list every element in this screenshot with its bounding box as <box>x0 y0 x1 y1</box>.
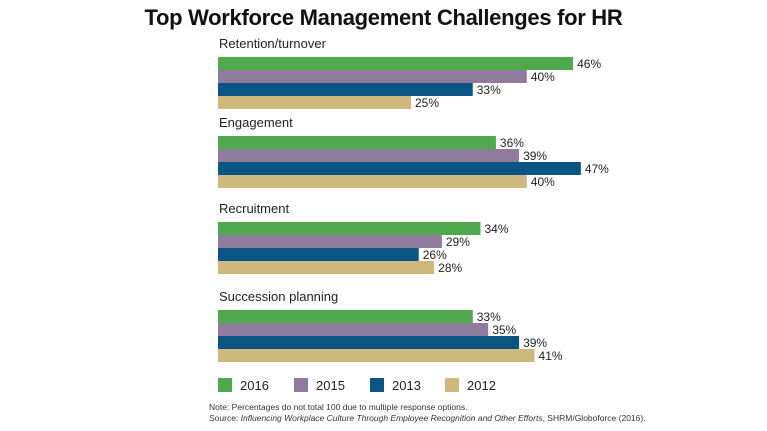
bar <box>218 323 489 336</box>
data-label: 33% <box>477 310 501 324</box>
data-label: 41% <box>539 349 563 363</box>
bar <box>218 248 419 261</box>
note-line: Note: Percentages do not total 100 due t… <box>209 402 468 412</box>
data-label: 26% <box>423 248 447 262</box>
legend-swatch <box>294 378 308 392</box>
bar <box>218 57 574 70</box>
data-label: 40% <box>531 70 555 84</box>
data-label: 39% <box>523 336 547 350</box>
category-label: Retention/turnover <box>219 36 327 51</box>
data-label: 46% <box>577 57 601 71</box>
legend-swatch <box>218 378 232 392</box>
legend-label: 2015 <box>316 378 345 393</box>
source-line: Source: Influencing Workplace Culture Th… <box>209 413 646 424</box>
bar <box>218 222 481 235</box>
bar <box>218 149 520 162</box>
legend-swatch <box>370 378 384 392</box>
bar <box>218 136 496 149</box>
data-label: 29% <box>446 235 470 249</box>
bar <box>218 96 411 109</box>
bar <box>218 235 442 248</box>
data-label: 28% <box>438 261 462 275</box>
data-label: 34% <box>484 222 508 236</box>
source-title: Influencing Workplace Culture Through Em… <box>240 413 543 423</box>
legend-label: 2013 <box>392 378 421 393</box>
source-suffix: , SHRM/Globoforce (2016). <box>542 413 646 423</box>
data-label: 39% <box>523 149 547 163</box>
bar <box>218 261 435 274</box>
source-prefix: Source: <box>209 413 241 423</box>
data-label: 47% <box>585 162 609 176</box>
bar <box>218 310 473 323</box>
bar <box>218 83 473 96</box>
data-label: 25% <box>415 96 439 110</box>
chart-title: Top Workforce Management Challenges for … <box>144 5 623 30</box>
bar-chart: Retention/turnover 46% 40% 33% 25% Engagement… <box>218 36 609 393</box>
data-label: 36% <box>500 136 524 150</box>
bar <box>218 70 527 83</box>
legend-label: 2016 <box>240 378 269 393</box>
legend-swatch <box>445 378 459 392</box>
bar <box>218 162 581 175</box>
category-label: Engagement <box>219 115 293 130</box>
bar <box>218 349 535 362</box>
category-label: Recruitment <box>219 201 289 216</box>
chart-note: Note: Percentages do not total 100 due t… <box>209 402 646 424</box>
legend-label: 2012 <box>467 378 496 393</box>
data-label: 40% <box>531 175 555 189</box>
category-label: Succession planning <box>219 289 338 304</box>
bar <box>218 336 520 349</box>
bar <box>218 175 527 188</box>
data-label: 35% <box>492 323 516 337</box>
data-label: 33% <box>477 83 501 97</box>
